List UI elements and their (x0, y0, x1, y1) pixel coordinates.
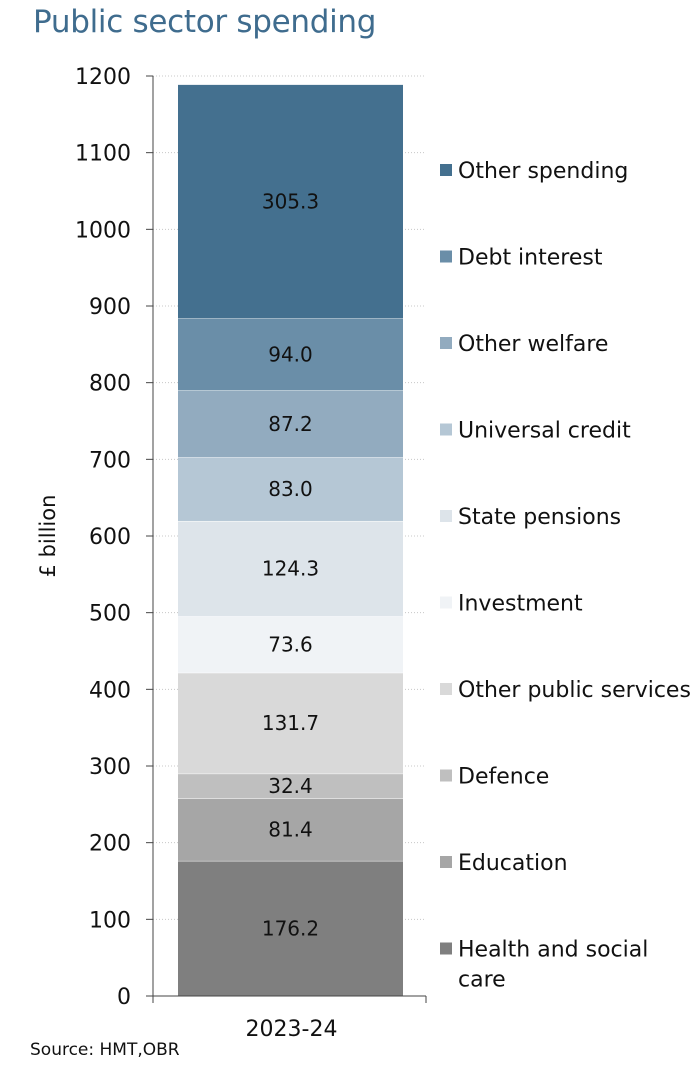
bar-segment (178, 84, 403, 319)
bar-segment (178, 616, 403, 673)
data-label: 81.4 (268, 818, 313, 842)
data-labels: 176.2 81.4 32.4 131.7 73.6 124.3 83.0 87.2 94.0 3… (262, 189, 319, 940)
legend-label: Universal credit (458, 419, 631, 444)
data-label: 305.3 (262, 189, 319, 213)
y-tick-label: 1000 (75, 218, 131, 243)
legend-swatch (440, 683, 452, 695)
bar-segment (178, 773, 403, 799)
y-tick-label: 500 (89, 602, 131, 627)
legend-label: Health and social (458, 938, 648, 963)
y-tick-label: 1200 (75, 65, 131, 90)
legend-swatch (440, 337, 452, 349)
legend-swatch (440, 856, 452, 868)
legend-swatch (440, 250, 452, 263)
legend-item: Defence (440, 765, 549, 790)
y-tick-label: 600 (89, 525, 131, 550)
axes (146, 75, 427, 1003)
legend-label: Debt interest (458, 246, 603, 271)
bar-segment (178, 520, 403, 617)
bar-segment (178, 390, 403, 458)
y-tick-labels: 0 100 200 300 400 500 600 700 800 900 1000 1100 1200 (75, 65, 131, 1010)
legend-swatch (440, 596, 452, 609)
legend-item: Health and social care (440, 938, 648, 993)
legend-label: Investment (458, 592, 583, 617)
legend-label: Defence (458, 765, 549, 790)
legend: Other spending Debt interest Other welfare… (440, 159, 691, 993)
data-label: 32.4 (268, 774, 313, 798)
y-tick-label: 400 (89, 678, 131, 703)
data-label: 94.0 (268, 342, 313, 366)
legend-item: Other spending (440, 159, 628, 184)
y-tick-label: 900 (89, 295, 131, 320)
y-axis-title: £ billion (36, 495, 60, 578)
y-tick-label: 100 (89, 908, 131, 933)
legend-label: Other public services (458, 678, 691, 703)
legend-label: State pensions (458, 505, 621, 530)
legend-item: Investment (440, 592, 583, 617)
data-label: 131.7 (262, 711, 319, 735)
legend-swatch (440, 942, 452, 955)
y-tick-label: 800 (89, 372, 131, 397)
bar-segment (178, 457, 403, 521)
legend-label: Other spending (458, 159, 628, 184)
legend-item: Debt interest (440, 246, 603, 271)
legend-item: Other public services (440, 678, 691, 703)
legend-swatch (440, 769, 452, 782)
data-label: 124.3 (262, 557, 319, 581)
bar-segment (178, 860, 403, 996)
bar-segment (178, 798, 403, 861)
legend-label: Other welfare (458, 332, 608, 357)
y-tick-label: 200 (89, 832, 131, 857)
chart-title: Public sector spending (33, 4, 377, 40)
legend-label: care (458, 968, 506, 993)
y-tick-label: 700 (89, 448, 131, 473)
y-tick-label: 0 (117, 985, 131, 1010)
data-label: 176.2 (262, 916, 319, 940)
legend-item: Universal credit (440, 419, 631, 444)
legend-swatch (440, 510, 452, 522)
legend-item: State pensions (440, 505, 621, 530)
data-label: 87.2 (268, 412, 313, 436)
legend-item: Education (440, 851, 568, 876)
y-tick-label: 1100 (75, 142, 131, 167)
data-label: 83.0 (268, 477, 313, 501)
y-tick-label: 300 (89, 755, 131, 780)
bar-segment (178, 318, 403, 391)
x-category-label: 2023-24 (246, 1017, 338, 1042)
data-label: 73.6 (268, 632, 313, 656)
legend-item: Other welfare (440, 332, 608, 357)
legend-label: Education (458, 851, 568, 876)
legend-swatch (440, 423, 452, 436)
bar-segment (178, 672, 403, 774)
legend-swatch (440, 164, 452, 176)
bar-segments (178, 83, 403, 996)
source-note: Source: HMT,OBR (30, 1040, 180, 1060)
